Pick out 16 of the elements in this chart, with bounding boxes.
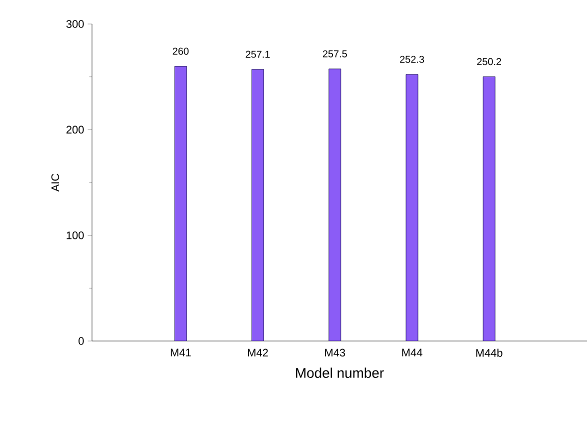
x-tick-label: M44b <box>476 348 502 357</box>
x-tick-label: M44 <box>402 348 422 356</box>
x-tick-label: M41 <box>170 348 191 356</box>
y-axis-title: AIC <box>51 174 60 192</box>
y-tick-label: 100 <box>66 231 84 240</box>
data-label: 257.1 <box>246 50 270 58</box>
data-label: 250.2 <box>477 58 502 66</box>
y-tick-label: 200 <box>66 126 84 134</box>
y-tick-label: 300 <box>66 20 84 28</box>
data-label: 260 <box>172 48 189 55</box>
x-tick-label: M42 <box>248 348 268 356</box>
y-tick-label: 0 <box>78 337 84 345</box>
x-tick-label: M43 <box>325 348 346 357</box>
data-label: 257.5 <box>322 50 347 58</box>
x-axis-title: Model number <box>296 368 384 378</box>
data-label: 252.3 <box>400 56 424 63</box>
